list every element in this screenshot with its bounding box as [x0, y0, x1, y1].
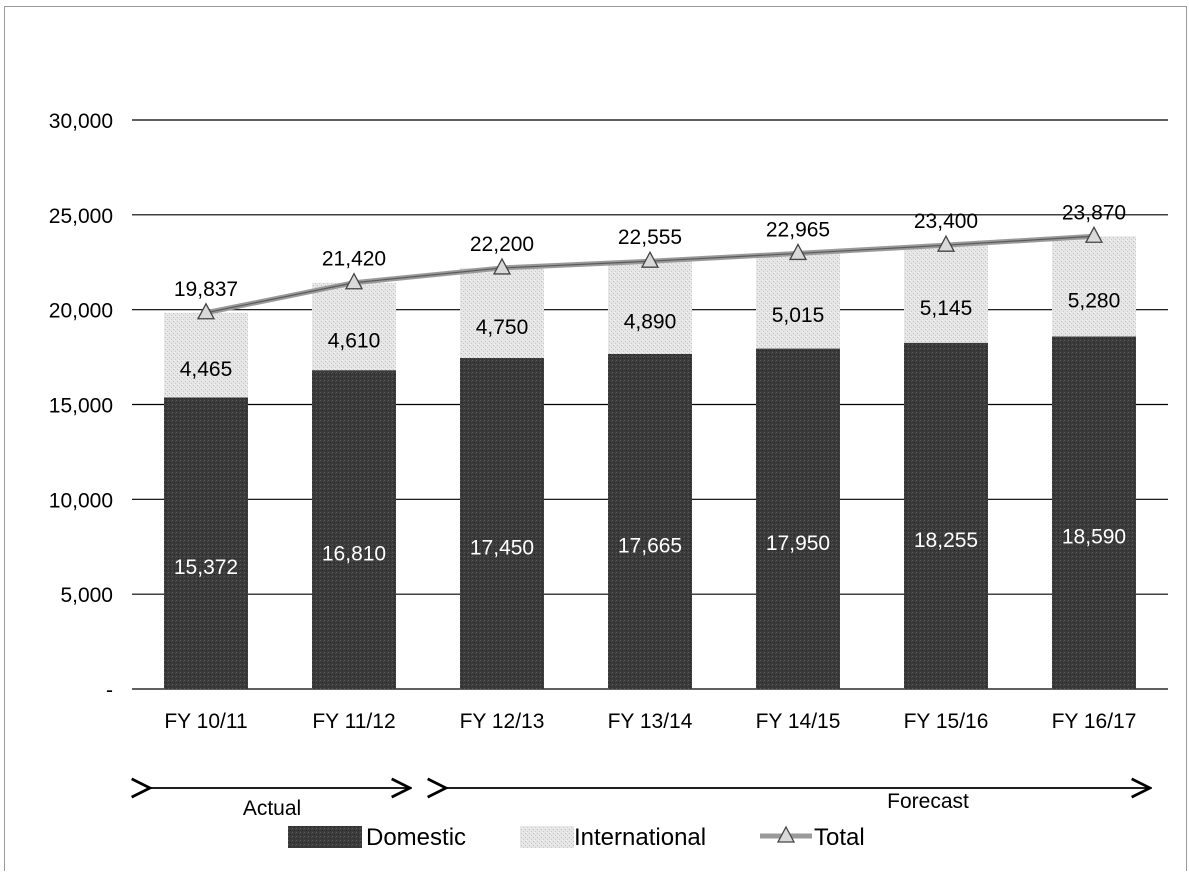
legend-swatch-international	[520, 826, 574, 848]
data-label-total: 22,555	[618, 226, 682, 249]
data-label-domestic: 17,665	[618, 534, 682, 557]
bar-international	[460, 267, 544, 359]
x-tick-label: FY 14/15	[756, 710, 841, 733]
y-tick-label: 25,000	[49, 205, 113, 228]
legend-label-international: International	[574, 824, 706, 851]
total-marker	[1084, 225, 1104, 243]
y-tick-label: 15,000	[49, 395, 113, 418]
data-label-international: 4,610	[328, 329, 381, 352]
data-label-international: 5,280	[1068, 289, 1121, 312]
bar-domestic	[312, 370, 396, 689]
period-label: Forecast	[887, 790, 969, 813]
data-label-domestic: 17,950	[766, 532, 830, 555]
data-label-domestic: 15,372	[174, 556, 238, 579]
period-annotations: Actual Forecast	[150, 788, 1150, 820]
x-tick-label: FY 11/12	[312, 710, 395, 733]
bar-domestic	[756, 348, 840, 689]
data-label-international: 5,015	[772, 304, 825, 327]
data-label-domestic: 17,450	[470, 537, 534, 560]
bar-international	[164, 312, 248, 398]
bar-domestic	[1052, 336, 1136, 689]
data-label-total: 23,870	[1062, 201, 1126, 224]
total-marker	[788, 243, 808, 261]
bar-domestic	[608, 353, 692, 689]
total-marker	[196, 302, 216, 320]
data-label-total: 23,400	[914, 210, 978, 233]
bar-domestic	[460, 358, 544, 689]
bar-international	[904, 245, 988, 343]
y-tick-label: 5,000	[60, 584, 113, 607]
legend: Domestic International Total	[288, 824, 865, 851]
data-label-international: 4,465	[180, 358, 233, 381]
y-tick-label: -	[106, 679, 113, 702]
bar-international	[756, 253, 840, 349]
bar-international	[312, 282, 396, 371]
total-marker	[492, 257, 512, 275]
data-label-total: 22,200	[470, 233, 534, 256]
total-marker	[640, 250, 660, 268]
data-label-domestic: 16,810	[322, 543, 386, 566]
legend-swatch-domestic	[288, 826, 362, 848]
data-label-total: 19,837	[174, 278, 238, 301]
bar-international	[608, 261, 692, 354]
data-label-international: 4,750	[476, 316, 529, 339]
x-tick-label: FY 10/11	[164, 710, 247, 733]
total-line-series	[196, 225, 1104, 320]
bar-series	[164, 236, 1136, 689]
data-label-international: 5,145	[920, 297, 973, 320]
x-tick-label: FY 12/13	[460, 710, 545, 733]
bar-domestic	[164, 397, 248, 689]
legend-label-domestic: Domestic	[366, 824, 466, 851]
x-axis-tick-labels: FY 10/11 FY 11/12 FY 12/13 FY 13/14 FY 14/15…	[164, 710, 1136, 733]
y-tick-label: 30,000	[49, 110, 113, 133]
bar-domestic	[904, 342, 988, 689]
x-tick-label: FY 16/17	[1052, 710, 1137, 733]
total-marker	[936, 234, 956, 252]
x-tick-label: FY 13/14	[608, 710, 693, 733]
data-label-total: 22,965	[766, 218, 830, 241]
legend-swatch-total-marker	[776, 825, 796, 843]
data-label-domestic: 18,590	[1062, 526, 1126, 549]
legend-label-total: Total	[814, 824, 865, 851]
y-axis-tick-labels: - 5,000 10,000 15,000 20,000 25,000 30,000	[49, 110, 113, 702]
data-labels: 15,372 4,465 19,837 16,810 4,610 21,420 17,450…	[174, 201, 1126, 579]
bar-international	[1052, 236, 1136, 337]
data-label-total: 21,420	[322, 248, 386, 271]
data-label-international: 4,890	[624, 311, 677, 334]
x-tick-label: FY 15/16	[904, 710, 989, 733]
y-tick-label: 20,000	[49, 300, 113, 323]
period-label: Actual	[243, 797, 301, 820]
y-tick-label: 10,000	[49, 489, 113, 512]
total-marker	[344, 272, 364, 290]
data-label-domestic: 18,255	[914, 529, 978, 552]
